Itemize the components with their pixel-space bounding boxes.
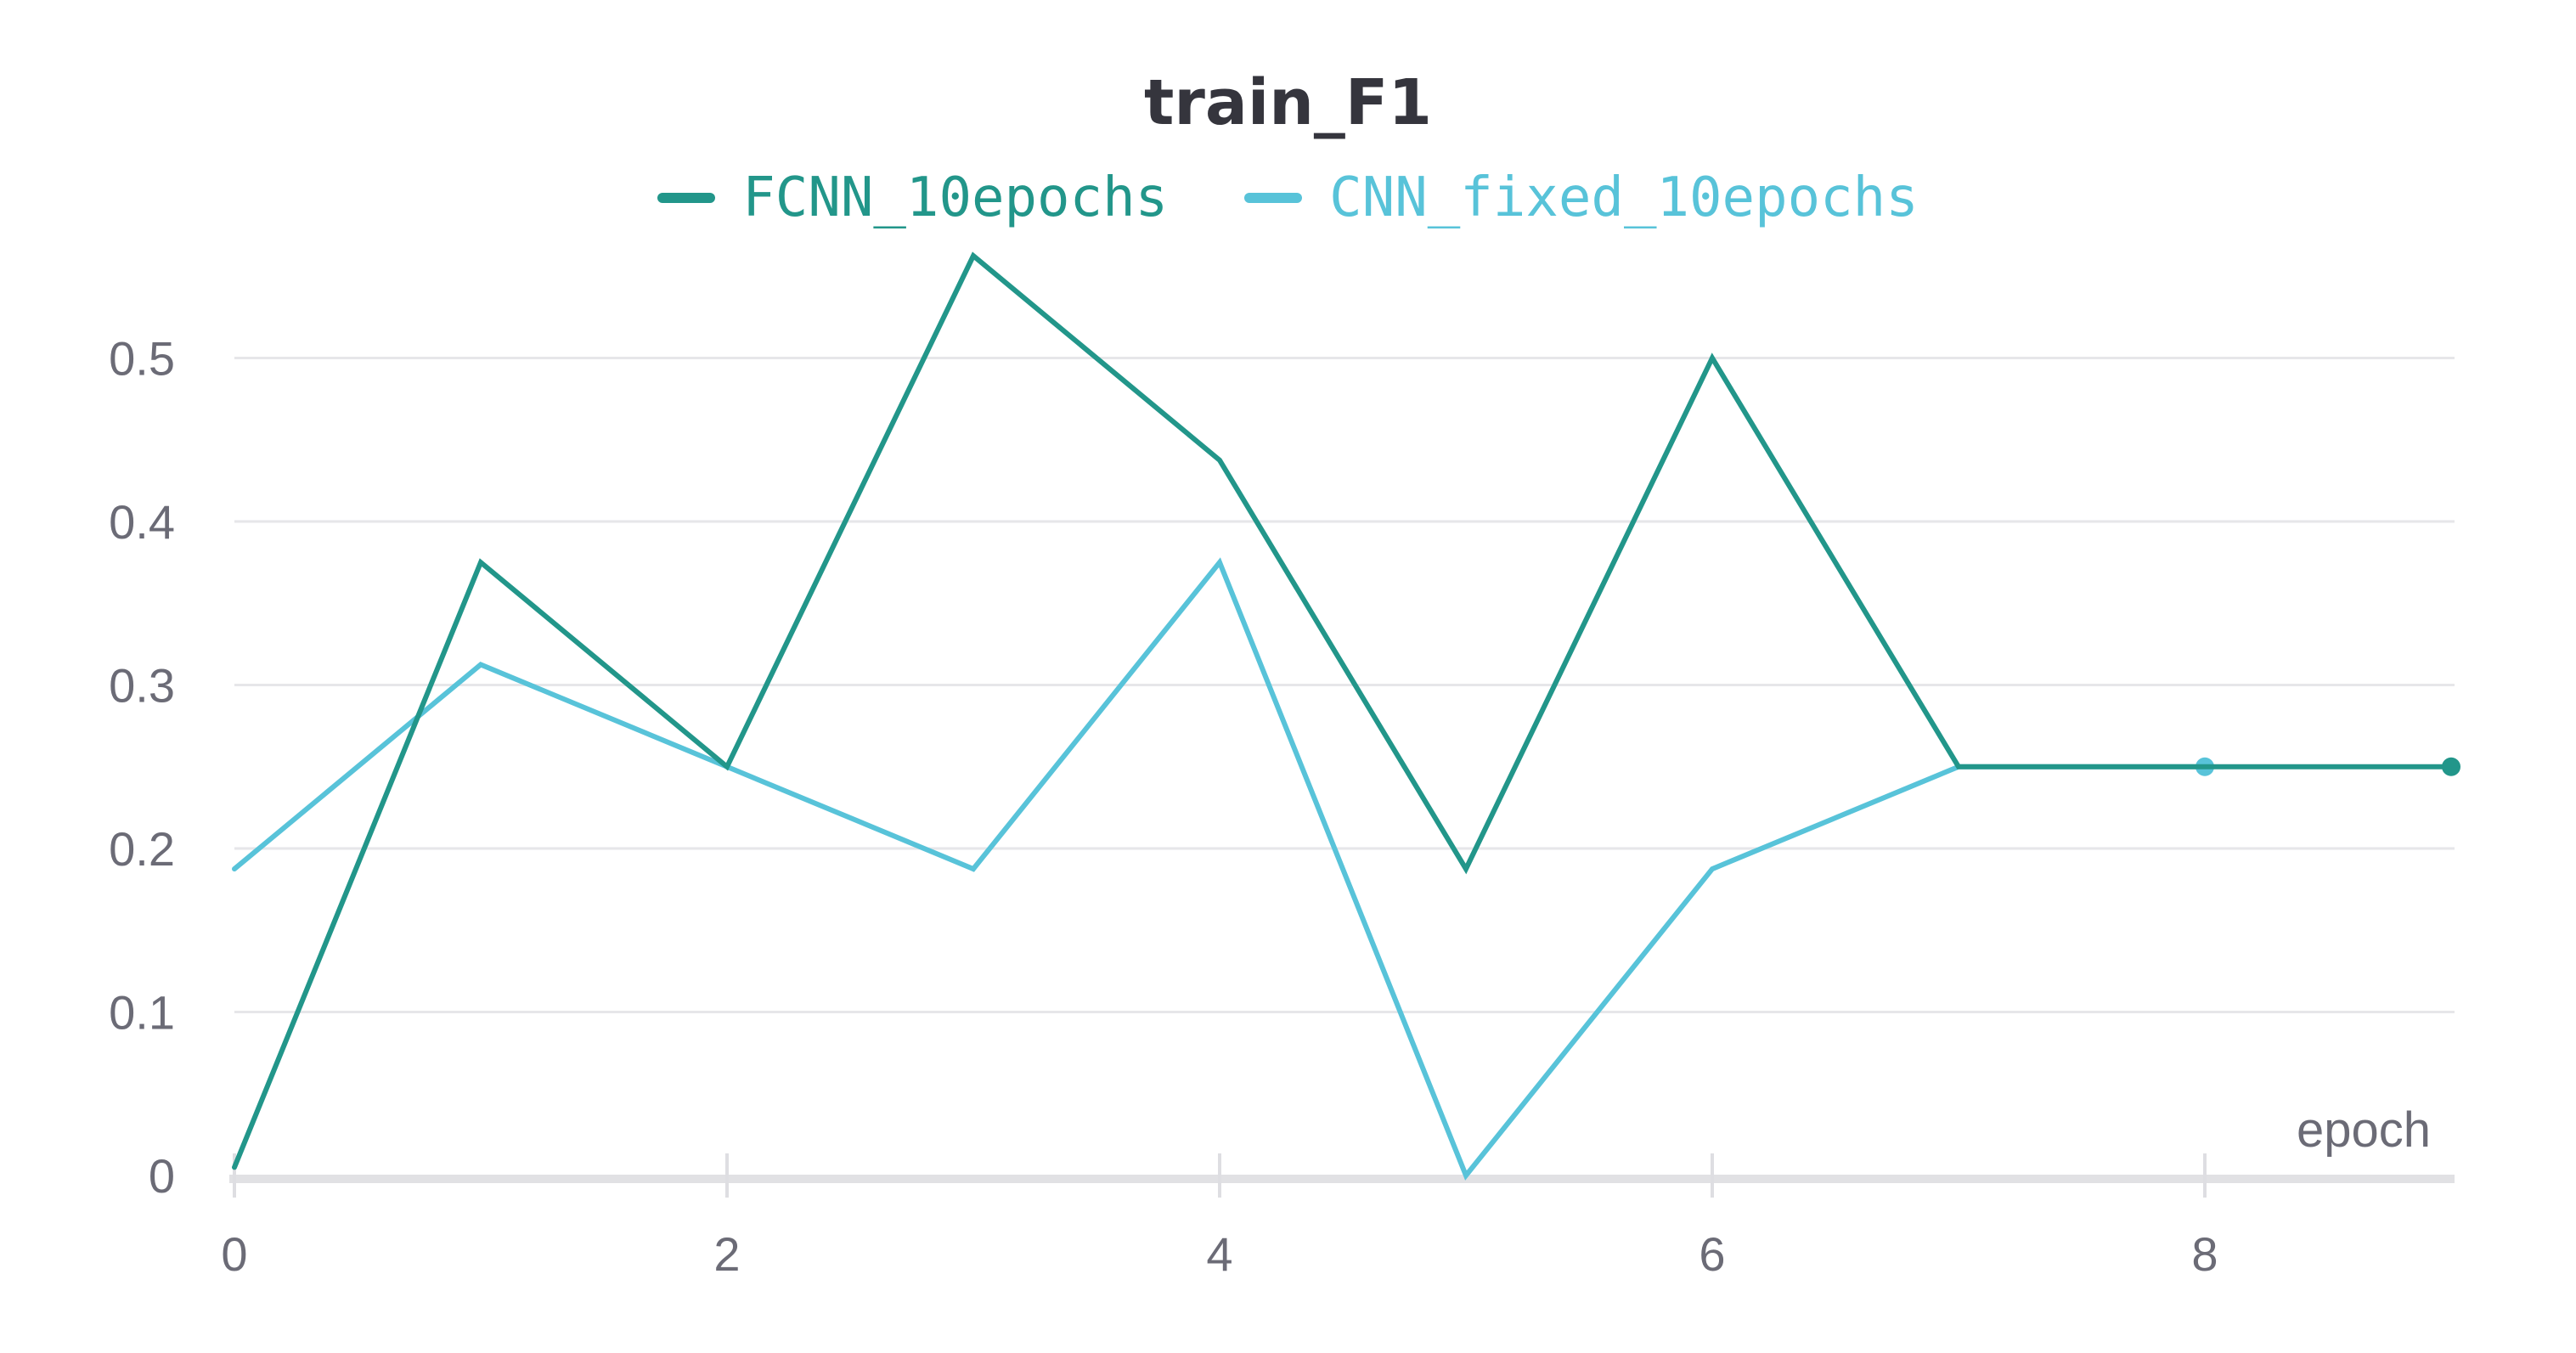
gridlines <box>234 357 2455 1013</box>
chart-title: train_F1 <box>1144 66 1432 139</box>
y-tick-label: 0.2 <box>109 822 175 876</box>
legend-label-cnn-fixed: CNN_fixed_10epochs <box>1329 166 1919 229</box>
series-line-cnn-fixed[interactable] <box>232 557 2207 1181</box>
legend-entry-cnn-fixed[interactable]: CNN_fixed_10epochs <box>1244 166 1919 229</box>
x-tick-label: 4 <box>1206 1227 1232 1281</box>
y-tick-label: 0.4 <box>109 495 175 549</box>
y-tick-label: 0.5 <box>109 332 175 386</box>
x-axis-label: epoch <box>2297 1102 2431 1158</box>
series-line-fcnn[interactable] <box>232 251 2454 1170</box>
tick-labels: 0 0.1 0.2 0.3 0.4 0.5 0 2 4 6 8 epoch <box>109 332 2431 1282</box>
x-tick-label: 2 <box>713 1227 740 1281</box>
y-tick-label: 0.3 <box>109 659 175 713</box>
y-tick-label: 0.1 <box>109 986 175 1040</box>
legend: FCNN_10epochs CNN_fixed_10epochs <box>0 166 2576 229</box>
legend-label-fcnn: FCNN_10epochs <box>742 166 1169 229</box>
series-lines <box>232 251 2460 1181</box>
x-axis <box>229 1153 2455 1198</box>
x-tick-label: 6 <box>1699 1227 1725 1281</box>
legend-swatch-fcnn <box>657 193 716 203</box>
legend-entry-fcnn[interactable]: FCNN_10epochs <box>657 166 1168 229</box>
x-tick-label: 0 <box>221 1227 247 1281</box>
y-tick-label: 0 <box>149 1149 175 1203</box>
legend-swatch-cnn-fixed <box>1244 193 1303 203</box>
x-tick-label: 8 <box>2191 1227 2218 1281</box>
series-endpoint-fcnn[interactable] <box>2442 757 2460 776</box>
